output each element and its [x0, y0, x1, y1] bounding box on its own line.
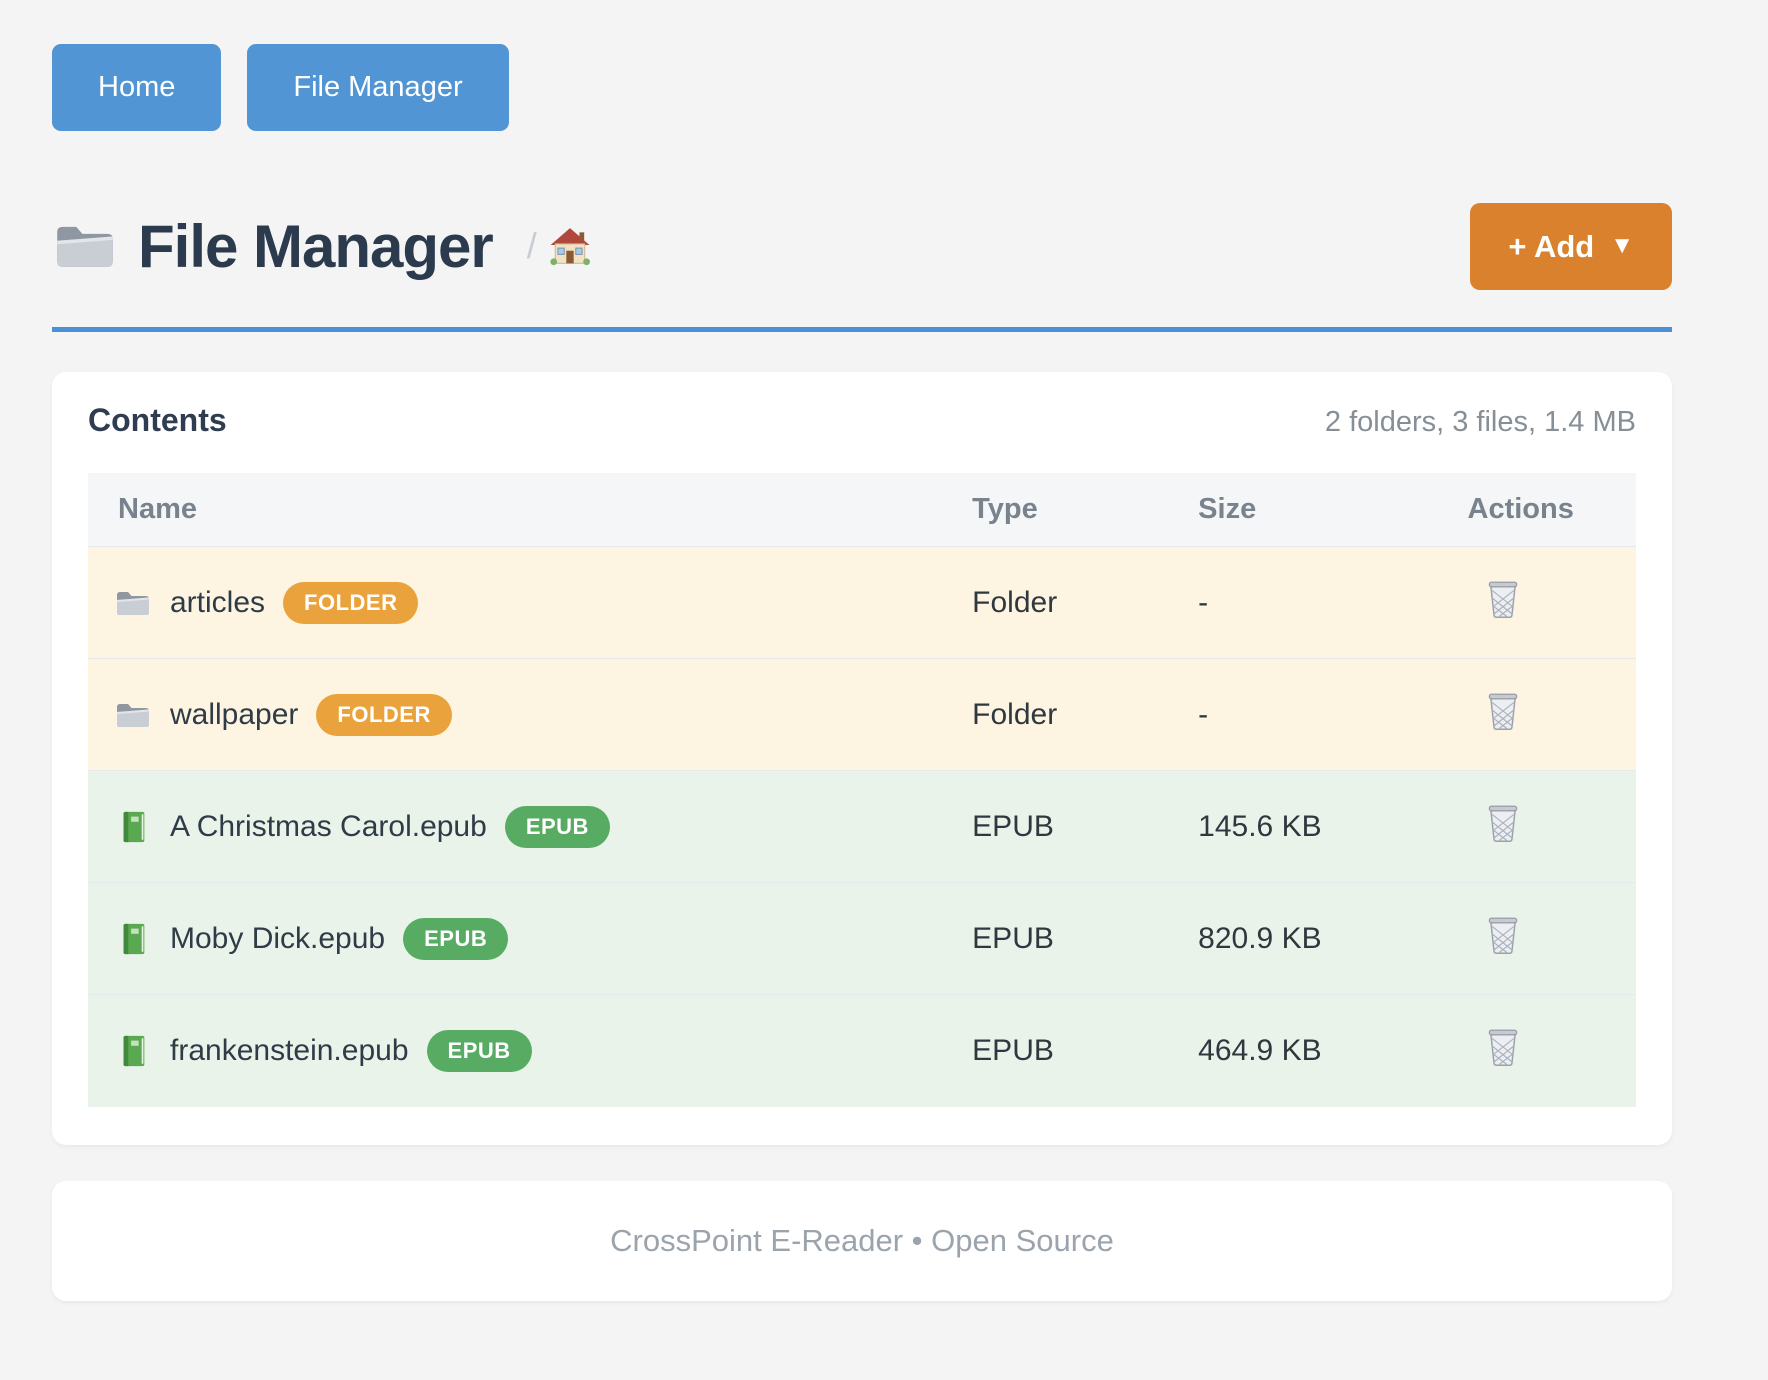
nav-home-button[interactable]: Home	[52, 44, 222, 131]
item-size: 464.9 KB	[1190, 994, 1460, 1107]
chevron-down-icon: ▼	[1610, 232, 1634, 259]
table-row[interactable]: frankenstein.epub EPUB EPUB 464.9 KB	[88, 994, 1636, 1107]
delete-button[interactable]	[1486, 691, 1520, 731]
item-type: Folder	[964, 546, 1191, 659]
page-title: File Manager	[138, 212, 494, 280]
item-type: EPUB	[964, 994, 1191, 1107]
item-type: Folder	[964, 658, 1191, 771]
delete-button[interactable]	[1486, 579, 1520, 619]
table-row[interactable]: wallpaper FOLDER Folder -	[88, 658, 1636, 771]
contents-card: Contents 2 folders, 3 files, 1.4 MB Name…	[52, 372, 1672, 1145]
item-name[interactable]: frankenstein.epub	[170, 1033, 409, 1067]
home-icon[interactable]	[549, 225, 591, 267]
item-name[interactable]: wallpaper	[170, 697, 299, 731]
item-type-badge: EPUB	[426, 1029, 532, 1072]
item-type-badge: EPUB	[403, 917, 509, 960]
delete-button[interactable]	[1486, 803, 1520, 843]
item-icon	[114, 922, 152, 956]
item-icon	[114, 586, 152, 620]
column-header-type: Type	[964, 473, 1191, 547]
add-button-label: + Add	[1508, 228, 1595, 264]
table-header-row: Name Type Size Actions	[88, 473, 1636, 547]
item-icon	[114, 1034, 152, 1068]
breadcrumb: /	[527, 225, 591, 267]
table-row[interactable]: A Christmas Carol.epub EPUB EPUB 145.6 K…	[88, 770, 1636, 883]
contents-summary: 2 folders, 3 files, 1.4 MB	[1324, 406, 1636, 438]
table-row[interactable]: articles FOLDER Folder -	[88, 546, 1636, 659]
page-header: File Manager / + Add ▼	[52, 201, 1672, 291]
item-type: EPUB	[964, 882, 1191, 995]
add-button[interactable]: + Add ▼	[1470, 202, 1672, 290]
folder-icon	[52, 218, 118, 274]
trash-icon	[1486, 579, 1520, 619]
trash-icon	[1486, 915, 1520, 955]
item-icon	[114, 698, 152, 732]
item-type-badge: FOLDER	[316, 693, 452, 736]
item-name[interactable]: Moby Dick.epub	[170, 921, 386, 955]
footer-card: CrossPoint E-Reader • Open Source	[52, 1180, 1672, 1301]
item-type: EPUB	[964, 770, 1191, 883]
item-icon	[114, 810, 152, 844]
column-header-actions: Actions	[1459, 473, 1636, 547]
page-content: Home File Manager File Manager / + Add ▼…	[52, 0, 1672, 1301]
item-size: 145.6 KB	[1190, 770, 1460, 883]
item-size: -	[1190, 546, 1460, 659]
file-table: Name Type Size Actions articles FOLDER F…	[88, 473, 1636, 1107]
nav-file-manager-button[interactable]: File Manager	[247, 44, 509, 131]
top-nav: Home File Manager	[52, 0, 1672, 131]
contents-title: Contents	[88, 402, 227, 438]
item-type-badge: FOLDER	[283, 581, 419, 624]
trash-icon	[1486, 1027, 1520, 1067]
delete-button[interactable]	[1486, 1027, 1520, 1067]
breadcrumb-separator: /	[526, 225, 537, 266]
delete-button[interactable]	[1486, 915, 1520, 955]
item-size: -	[1190, 658, 1460, 771]
item-size: 820.9 KB	[1190, 882, 1460, 995]
trash-icon	[1486, 691, 1520, 731]
title-divider	[52, 327, 1672, 332]
footer-text: CrossPoint E-Reader • Open Source	[610, 1222, 1114, 1258]
column-header-name: Name	[88, 473, 965, 547]
item-name[interactable]: A Christmas Carol.epub	[170, 809, 487, 843]
contents-header: Contents 2 folders, 3 files, 1.4 MB	[88, 402, 1636, 439]
file-table-body: articles FOLDER Folder - wallpaper FOLDE…	[88, 546, 1636, 1107]
table-row[interactable]: Moby Dick.epub EPUB EPUB 820.9 KB	[88, 882, 1636, 995]
column-header-size: Size	[1190, 473, 1460, 547]
trash-icon	[1486, 803, 1520, 843]
item-type-badge: EPUB	[504, 805, 610, 848]
item-name[interactable]: articles	[170, 585, 266, 619]
